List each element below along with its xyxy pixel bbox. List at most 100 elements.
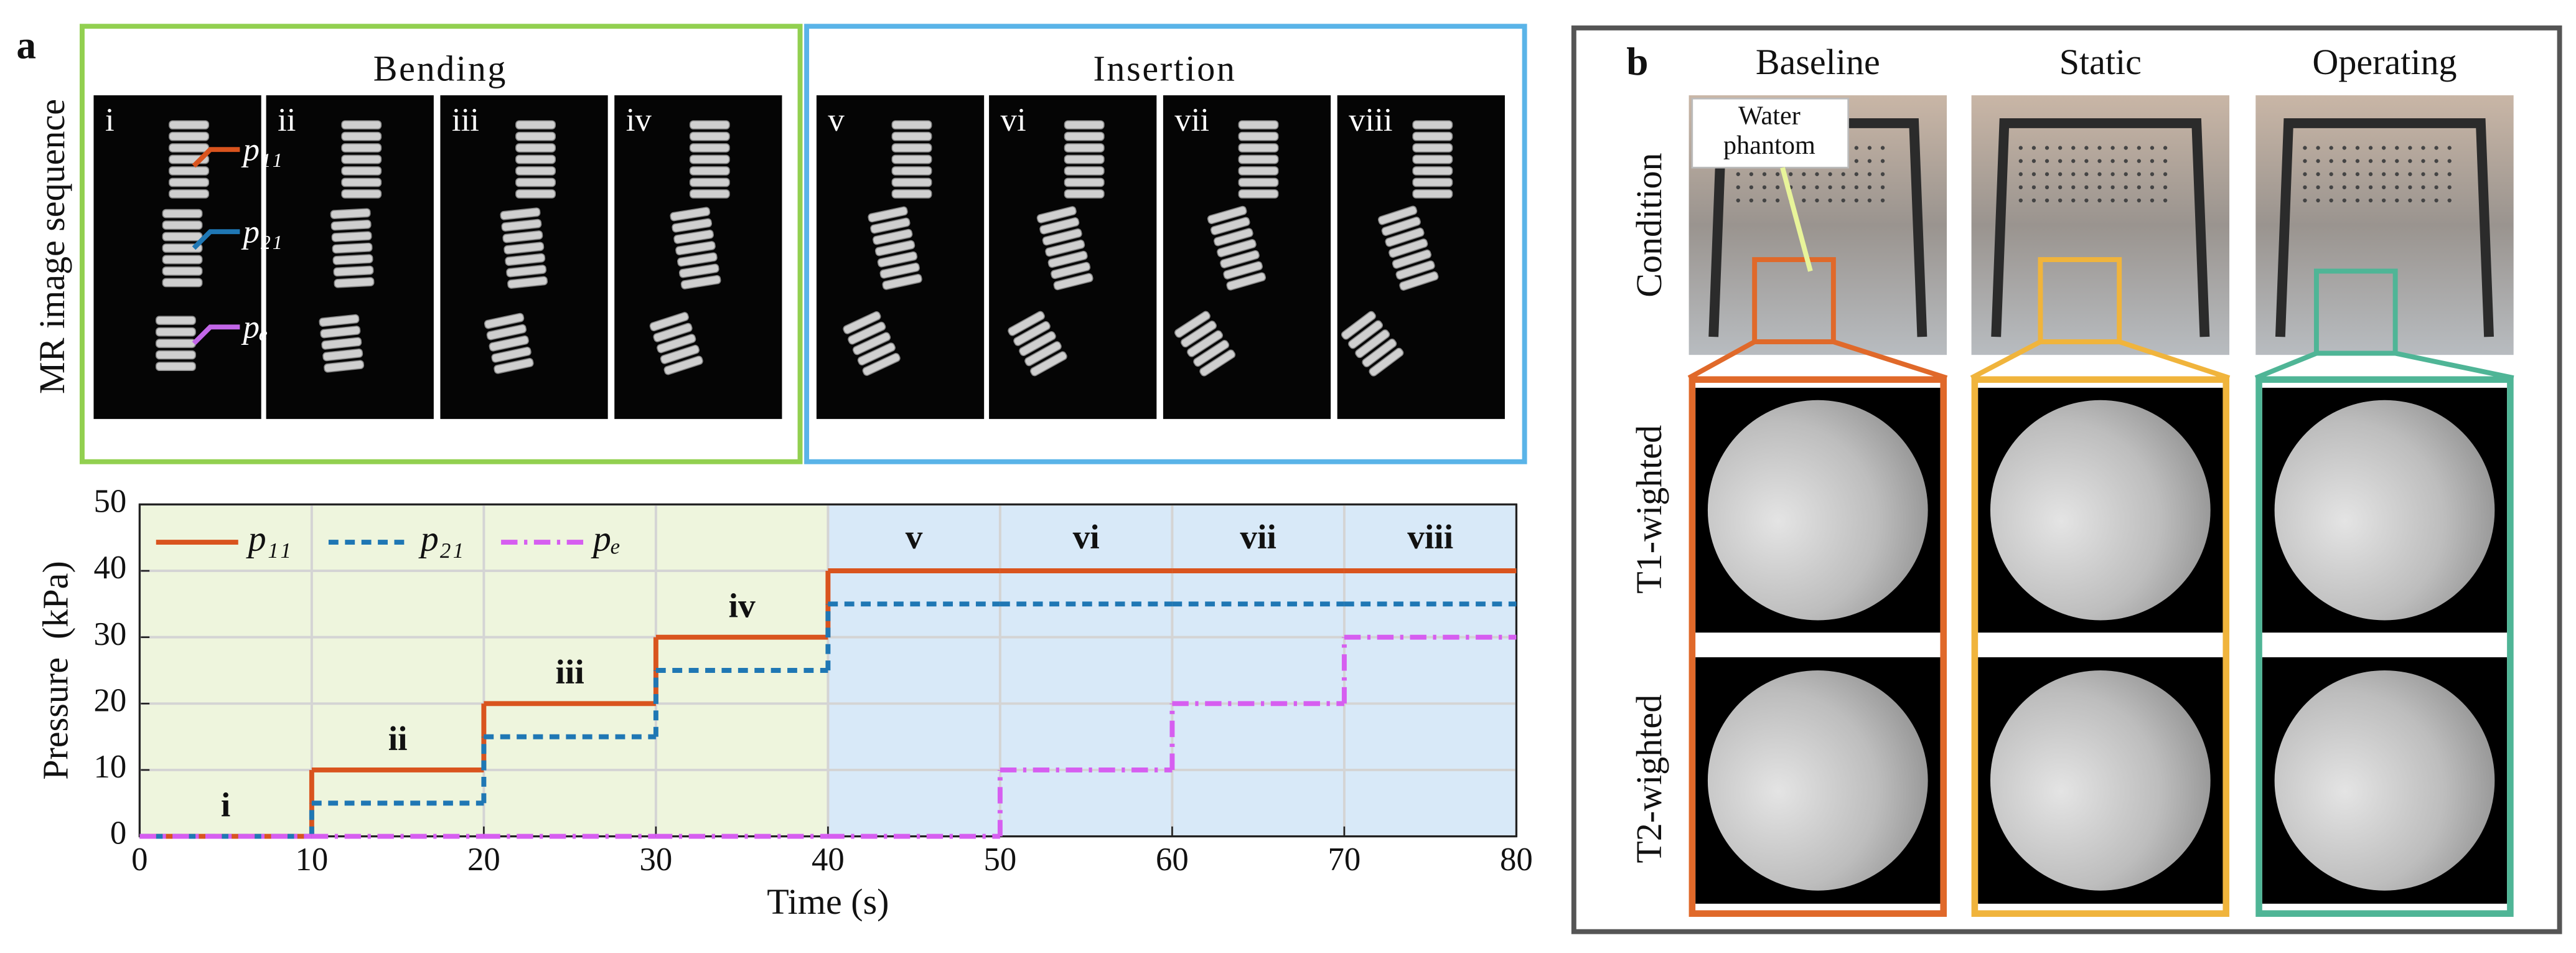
mr-segment bbox=[155, 316, 196, 372]
mr-ring bbox=[1210, 217, 1250, 235]
mr-ring bbox=[515, 189, 556, 199]
mr-segment bbox=[1412, 120, 1453, 199]
photo-dot bbox=[2031, 172, 2036, 176]
photo-dot bbox=[2381, 172, 2386, 176]
mr-ring bbox=[341, 143, 382, 153]
photo-dot bbox=[2018, 185, 2023, 190]
photo-dot bbox=[2110, 172, 2115, 176]
mr-ring bbox=[1217, 239, 1257, 258]
mr-ring bbox=[673, 229, 714, 244]
phantom-disc bbox=[2274, 670, 2495, 891]
mr-segment bbox=[1207, 205, 1267, 291]
mr-segment bbox=[330, 208, 375, 288]
mr-segment bbox=[1174, 311, 1236, 377]
mr-ring bbox=[877, 251, 918, 268]
scanner-frame bbox=[2275, 118, 2494, 337]
x-tick-label: 40 bbox=[812, 842, 845, 878]
photo-dot bbox=[2084, 159, 2089, 163]
phase-label: i bbox=[221, 786, 230, 824]
mr-ring bbox=[1042, 228, 1082, 246]
photo-dot bbox=[1736, 198, 1740, 203]
legend-label: p₁₁ bbox=[246, 518, 291, 558]
photo-dot bbox=[2097, 185, 2102, 190]
y-tick-label: 0 bbox=[110, 815, 126, 852]
photo-dot bbox=[2137, 146, 2142, 150]
photo-dot bbox=[2163, 159, 2168, 163]
annotation-text: Water bbox=[1738, 101, 1801, 131]
photo-dot bbox=[2031, 146, 2036, 150]
mr-ring bbox=[891, 143, 932, 153]
photo-dot bbox=[2368, 159, 2373, 163]
mr-ring bbox=[689, 143, 730, 153]
photo-dot bbox=[1762, 198, 1767, 203]
photo-dot bbox=[2097, 198, 2102, 203]
photo-dot bbox=[2408, 172, 2412, 176]
photo bbox=[2255, 95, 2514, 355]
panel-b-frame bbox=[1571, 25, 2562, 934]
mr-ring bbox=[663, 355, 703, 375]
group-title: Bending bbox=[373, 48, 507, 88]
photo-dot bbox=[2395, 198, 2399, 203]
photo-dot bbox=[2018, 159, 2023, 163]
mr-ring bbox=[341, 120, 382, 130]
mr-ring bbox=[515, 177, 556, 187]
photo-dot bbox=[2329, 198, 2333, 203]
mr-ring bbox=[1051, 261, 1091, 279]
mr-ring bbox=[1238, 166, 1279, 176]
mr-ring bbox=[1214, 228, 1253, 246]
mr-ring bbox=[870, 217, 911, 234]
x-tick-label: 80 bbox=[1500, 842, 1533, 878]
photo-dot bbox=[2421, 185, 2425, 190]
mr-ring bbox=[1412, 154, 1453, 164]
photo-dot bbox=[1828, 172, 1832, 176]
group-frame bbox=[80, 24, 803, 464]
phase-label: iv bbox=[729, 587, 756, 625]
photo-dot bbox=[2421, 159, 2425, 163]
mr-ring bbox=[1381, 217, 1421, 237]
photo-dot bbox=[2044, 159, 2049, 163]
mr-ring bbox=[1377, 205, 1418, 225]
photo-dot bbox=[2137, 185, 2142, 190]
photo-dot bbox=[2150, 172, 2155, 176]
mr-ring bbox=[334, 277, 375, 288]
mr-ring bbox=[689, 189, 730, 199]
photo-dot bbox=[1867, 198, 1872, 203]
mr-ring bbox=[672, 218, 713, 233]
mr-ring bbox=[162, 232, 203, 242]
mr-ring bbox=[169, 177, 210, 187]
x-tick-label: 20 bbox=[467, 842, 500, 878]
photo-dot bbox=[1854, 146, 1858, 150]
photo-dot bbox=[2421, 172, 2425, 176]
photo-dot bbox=[2303, 146, 2307, 150]
legend-label: p₂₁ bbox=[418, 518, 464, 558]
mr-ring bbox=[675, 241, 716, 256]
x-tick-label: 60 bbox=[1156, 842, 1189, 878]
photo-dot bbox=[2395, 185, 2399, 190]
photo-dot bbox=[1880, 159, 1885, 163]
photo-dot bbox=[1880, 172, 1885, 176]
mr-ring bbox=[332, 242, 373, 254]
callout-label: p₂₁ bbox=[241, 214, 283, 250]
mr-ring bbox=[1036, 206, 1077, 223]
photo-dot bbox=[2097, 159, 2102, 163]
photo-dot bbox=[2355, 172, 2360, 176]
mr-ring bbox=[1399, 271, 1439, 291]
mr-ring bbox=[874, 240, 916, 256]
mr-segment bbox=[868, 206, 922, 290]
mr-segment bbox=[843, 311, 901, 376]
zoom-line bbox=[1687, 339, 1756, 380]
zoom-line bbox=[2394, 350, 2514, 380]
photo-dot bbox=[2084, 198, 2089, 203]
photo-dot bbox=[2137, 159, 2142, 163]
mr-ring bbox=[1064, 166, 1105, 176]
photo-dot bbox=[2071, 185, 2076, 190]
mr-segment bbox=[1008, 311, 1067, 377]
mr-ring bbox=[857, 342, 896, 366]
photo-dot bbox=[1867, 172, 1872, 176]
photo-dot bbox=[2124, 146, 2128, 150]
mr-ring bbox=[689, 131, 730, 141]
mr-ring bbox=[322, 348, 363, 362]
mr-ring bbox=[484, 312, 525, 329]
photo-dot bbox=[2342, 185, 2346, 190]
